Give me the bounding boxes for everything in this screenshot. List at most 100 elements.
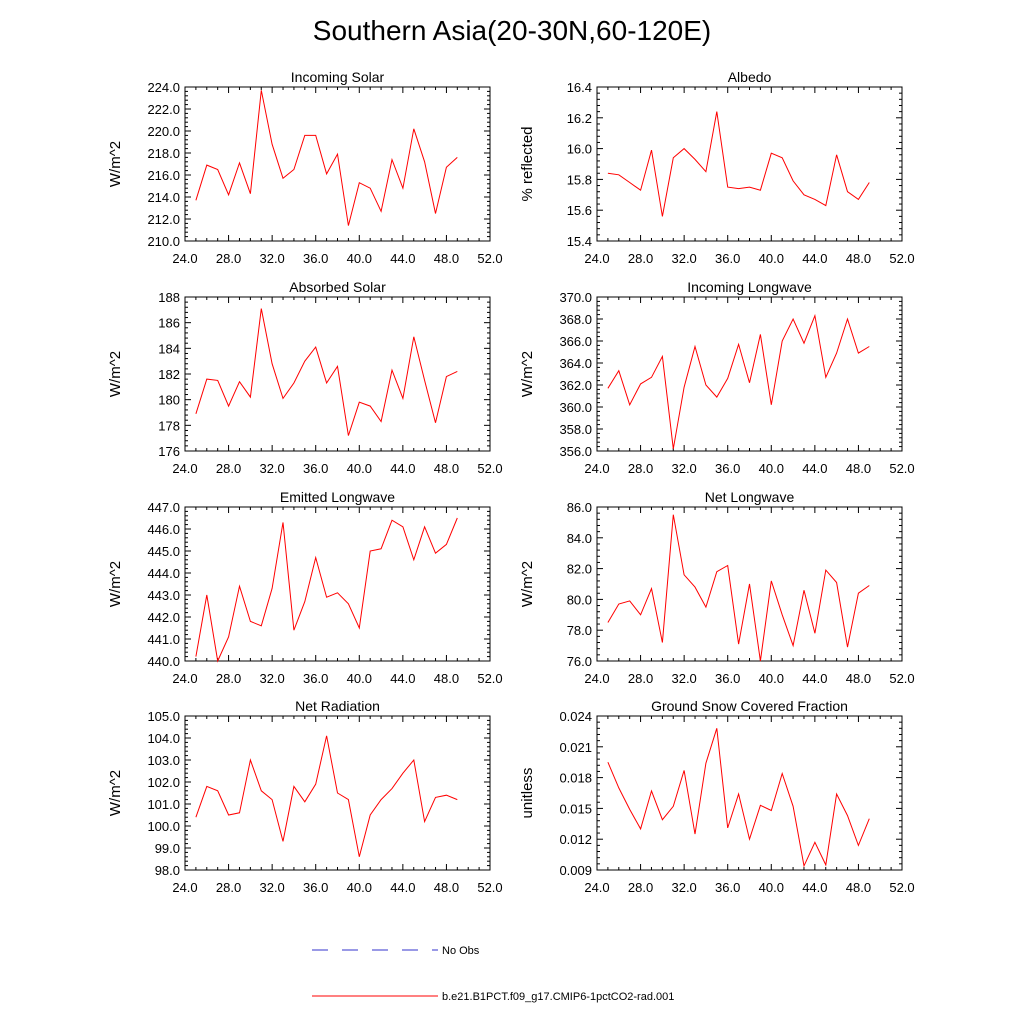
legend: No Obs b.e21.B1PCT.f09_g17.CMIP6-1pctCO2-… xyxy=(312,945,674,1003)
y-tick-label: 82.0 xyxy=(567,562,592,577)
x-tick-label: 24.0 xyxy=(172,671,197,686)
y-tick-label: 104.0 xyxy=(147,731,180,746)
x-tick-label: 32.0 xyxy=(671,671,696,686)
y-tick-label: 86.0 xyxy=(567,500,592,515)
y-tick-label: 364.0 xyxy=(559,356,592,371)
x-tick-label: 44.0 xyxy=(390,880,415,895)
y-tick-label: 358.0 xyxy=(559,422,592,437)
y-tick-label: 224.0 xyxy=(147,80,180,95)
y-tick-label: 188 xyxy=(158,290,180,305)
x-tick-label: 24.0 xyxy=(584,461,609,476)
panel-net-radiation: Net Radiation W/m^2 24.0 28.0 32.0 36.0 40.0 44… xyxy=(107,698,503,895)
x-tick-label: 52.0 xyxy=(477,461,502,476)
x-tick-label: 32.0 xyxy=(671,880,696,895)
y-tick-label: 362.0 xyxy=(559,378,592,393)
y-tick-label: 186 xyxy=(158,316,180,331)
y-tick-label: 100.0 xyxy=(147,819,180,834)
y-tick-label: 440.0 xyxy=(147,654,180,669)
y-tick-label: 370.0 xyxy=(559,290,592,305)
x-tick-label: 40.0 xyxy=(347,671,372,686)
x-tick-label: 44.0 xyxy=(390,461,415,476)
y-tick-label: 441.0 xyxy=(147,632,180,647)
x-tick-label: 32.0 xyxy=(671,251,696,266)
x-tick-label: 44.0 xyxy=(802,461,827,476)
x-tick-label: 24.0 xyxy=(584,251,609,266)
x-tick-label: 52.0 xyxy=(889,880,914,895)
panel-title: Emitted Longwave xyxy=(280,489,395,505)
y-axis-label: W/m^2 xyxy=(107,351,124,397)
x-tick-label: 36.0 xyxy=(303,880,328,895)
x-tick-label: 48.0 xyxy=(846,671,871,686)
y-axis-label: W/m^2 xyxy=(519,561,536,607)
y-tick-label: 356.0 xyxy=(559,444,592,459)
x-tick-label: 52.0 xyxy=(889,461,914,476)
x-tick-label: 48.0 xyxy=(434,461,459,476)
figure-title: Southern Asia(20-30N,60-120E) xyxy=(313,15,711,46)
x-tick-label: 44.0 xyxy=(802,671,827,686)
x-tick-label: 52.0 xyxy=(477,880,502,895)
series-line xyxy=(195,735,458,857)
panel-title: Incoming Longwave xyxy=(687,279,812,295)
y-tick-label: 99.0 xyxy=(155,841,180,856)
x-tick-label: 52.0 xyxy=(889,671,914,686)
y-tick-label: 180 xyxy=(158,393,180,408)
x-tick-label: 40.0 xyxy=(347,251,372,266)
x-tick-label: 28.0 xyxy=(216,671,241,686)
panel-incoming-solar: Incoming Solar W/m^2 24.0 28.0 32.0 36.0 40.0 4… xyxy=(107,69,503,266)
y-tick-label: 444.0 xyxy=(147,566,180,581)
x-tick-label: 24.0 xyxy=(584,880,609,895)
x-tick-label: 28.0 xyxy=(216,880,241,895)
x-tick-label: 28.0 xyxy=(216,461,241,476)
y-tick-label: 0.012 xyxy=(559,832,592,847)
x-tick-label: 48.0 xyxy=(434,251,459,266)
x-tick-label: 36.0 xyxy=(303,461,328,476)
x-tick-label: 48.0 xyxy=(846,461,871,476)
x-tick-label: 28.0 xyxy=(628,671,653,686)
panels-grid: Incoming Solar W/m^2 24.0 28.0 32.0 36.0 40.0 4… xyxy=(107,69,915,895)
panel-emitted-longwave: Emitted Longwave W/m^2 24.0 28.0 32.0 36.0 40.… xyxy=(107,489,503,686)
x-tick-label: 52.0 xyxy=(889,251,914,266)
y-axis-label: % reflected xyxy=(519,126,536,201)
legend-label: b.e21.B1PCT.f09_g17.CMIP6-1pctCO2-rad.00… xyxy=(442,991,674,1003)
y-axis-label: W/m^2 xyxy=(107,770,124,816)
y-tick-label: 16.2 xyxy=(567,111,592,126)
panel-title: Net Radiation xyxy=(295,698,380,714)
legend-item-model-run: b.e21.B1PCT.f09_g17.CMIP6-1pctCO2-rad.00… xyxy=(312,991,674,1003)
y-tick-label: 218.0 xyxy=(147,146,180,161)
x-tick-label: 52.0 xyxy=(477,251,502,266)
y-tick-label: 216.0 xyxy=(147,168,180,183)
y-axis-label: W/m^2 xyxy=(519,351,536,397)
x-tick-label: 44.0 xyxy=(802,251,827,266)
legend-label: No Obs xyxy=(442,945,480,957)
y-tick-label: 15.4 xyxy=(567,234,592,249)
panel-ground-snow-covered-fraction: Ground Snow Covered Fraction unitless 24.0… xyxy=(519,698,915,895)
y-tick-label: 368.0 xyxy=(559,312,592,327)
x-tick-label: 40.0 xyxy=(347,880,372,895)
panel-absorbed-solar: Absorbed Solar W/m^2 24.0 28.0 32.0 36.0 40.0 4… xyxy=(107,279,503,476)
y-axis-label: W/m^2 xyxy=(107,141,124,187)
y-tick-label: 15.6 xyxy=(567,203,592,218)
y-tick-label: 442.0 xyxy=(147,610,180,625)
x-tick-label: 40.0 xyxy=(759,880,784,895)
panel-incoming-longwave: Incoming Longwave W/m^2 24.0 28.0 32.0 36.0 40… xyxy=(519,279,915,476)
y-tick-label: 102.0 xyxy=(147,775,180,790)
panel-albedo: Albedo % reflected 24.0 28.0 32.0 36.0 40.0 44.… xyxy=(519,69,915,266)
y-tick-label: 0.018 xyxy=(559,771,592,786)
x-tick-label: 40.0 xyxy=(759,461,784,476)
y-tick-label: 214.0 xyxy=(147,190,180,205)
x-tick-label: 28.0 xyxy=(628,880,653,895)
legend-item-no-obs: No Obs xyxy=(312,945,480,957)
y-tick-label: 105.0 xyxy=(147,709,180,724)
x-tick-label: 24.0 xyxy=(172,461,197,476)
panel-title: Absorbed Solar xyxy=(289,279,386,295)
y-tick-label: 0.009 xyxy=(559,863,592,878)
x-tick-label: 28.0 xyxy=(216,251,241,266)
y-tick-label: 360.0 xyxy=(559,400,592,415)
x-tick-label: 36.0 xyxy=(715,880,740,895)
y-tick-label: 76.0 xyxy=(567,654,592,669)
y-tick-label: 0.015 xyxy=(559,801,592,816)
y-tick-label: 212.0 xyxy=(147,212,180,227)
series-line xyxy=(195,517,458,663)
y-tick-label: 0.021 xyxy=(559,740,592,755)
